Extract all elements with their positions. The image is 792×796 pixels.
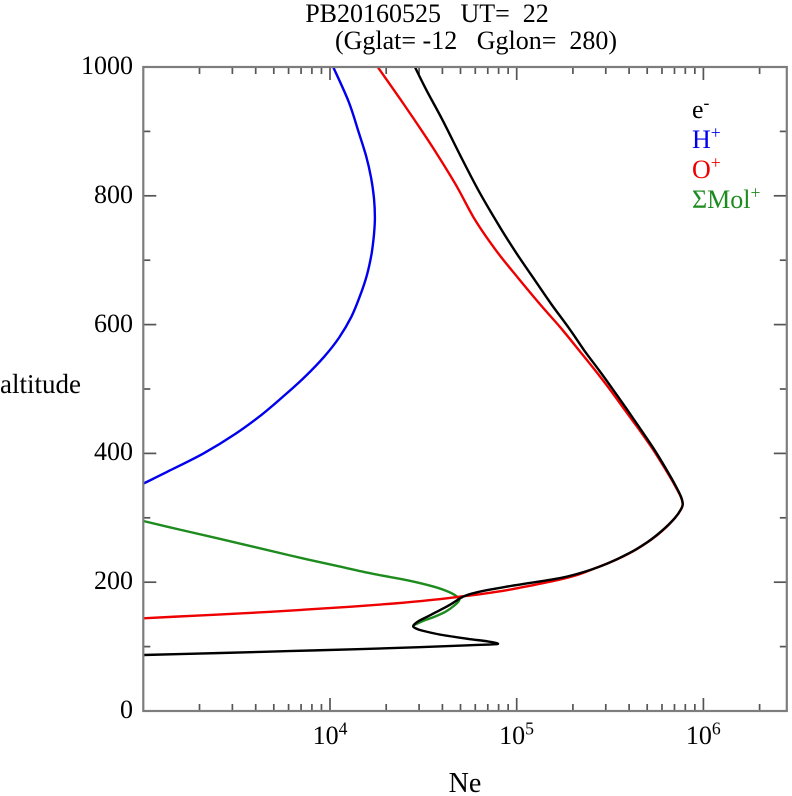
y-tick-label-800: 800 xyxy=(94,179,133,209)
curve-e xyxy=(143,67,684,657)
data-curves xyxy=(143,67,684,657)
legend-item-h-plus: H+ xyxy=(692,122,721,154)
legend-item-o-plus: O+ xyxy=(692,152,721,184)
y-tick-label-200: 200 xyxy=(94,566,133,596)
y-tick-label-0: 0 xyxy=(120,694,133,724)
plot-frame xyxy=(142,65,788,713)
x-tick-label-1e4: 104 xyxy=(312,718,348,750)
legend-item-electron: e- xyxy=(692,92,710,124)
legend-item-mol-plus: ΣMol+ xyxy=(692,182,761,214)
x-tick-label-1e6: 106 xyxy=(685,718,721,750)
curve-Mol xyxy=(143,519,461,626)
curve-O xyxy=(143,67,684,620)
page-title: PB20160525 UT= 22 xyxy=(305,0,549,28)
x-axis-label: Ne xyxy=(448,768,482,796)
page-subtitle: (Gglat= -12 Gglon= 280) xyxy=(334,26,618,55)
x-tick-label-1e5: 105 xyxy=(499,718,535,750)
y-tick-label-600: 600 xyxy=(94,308,133,338)
y-tick-label-1000: 1000 xyxy=(81,50,133,80)
curve-H xyxy=(143,67,377,485)
y-axis-label: altitude xyxy=(0,369,81,399)
y-tick-label-400: 400 xyxy=(94,437,133,467)
